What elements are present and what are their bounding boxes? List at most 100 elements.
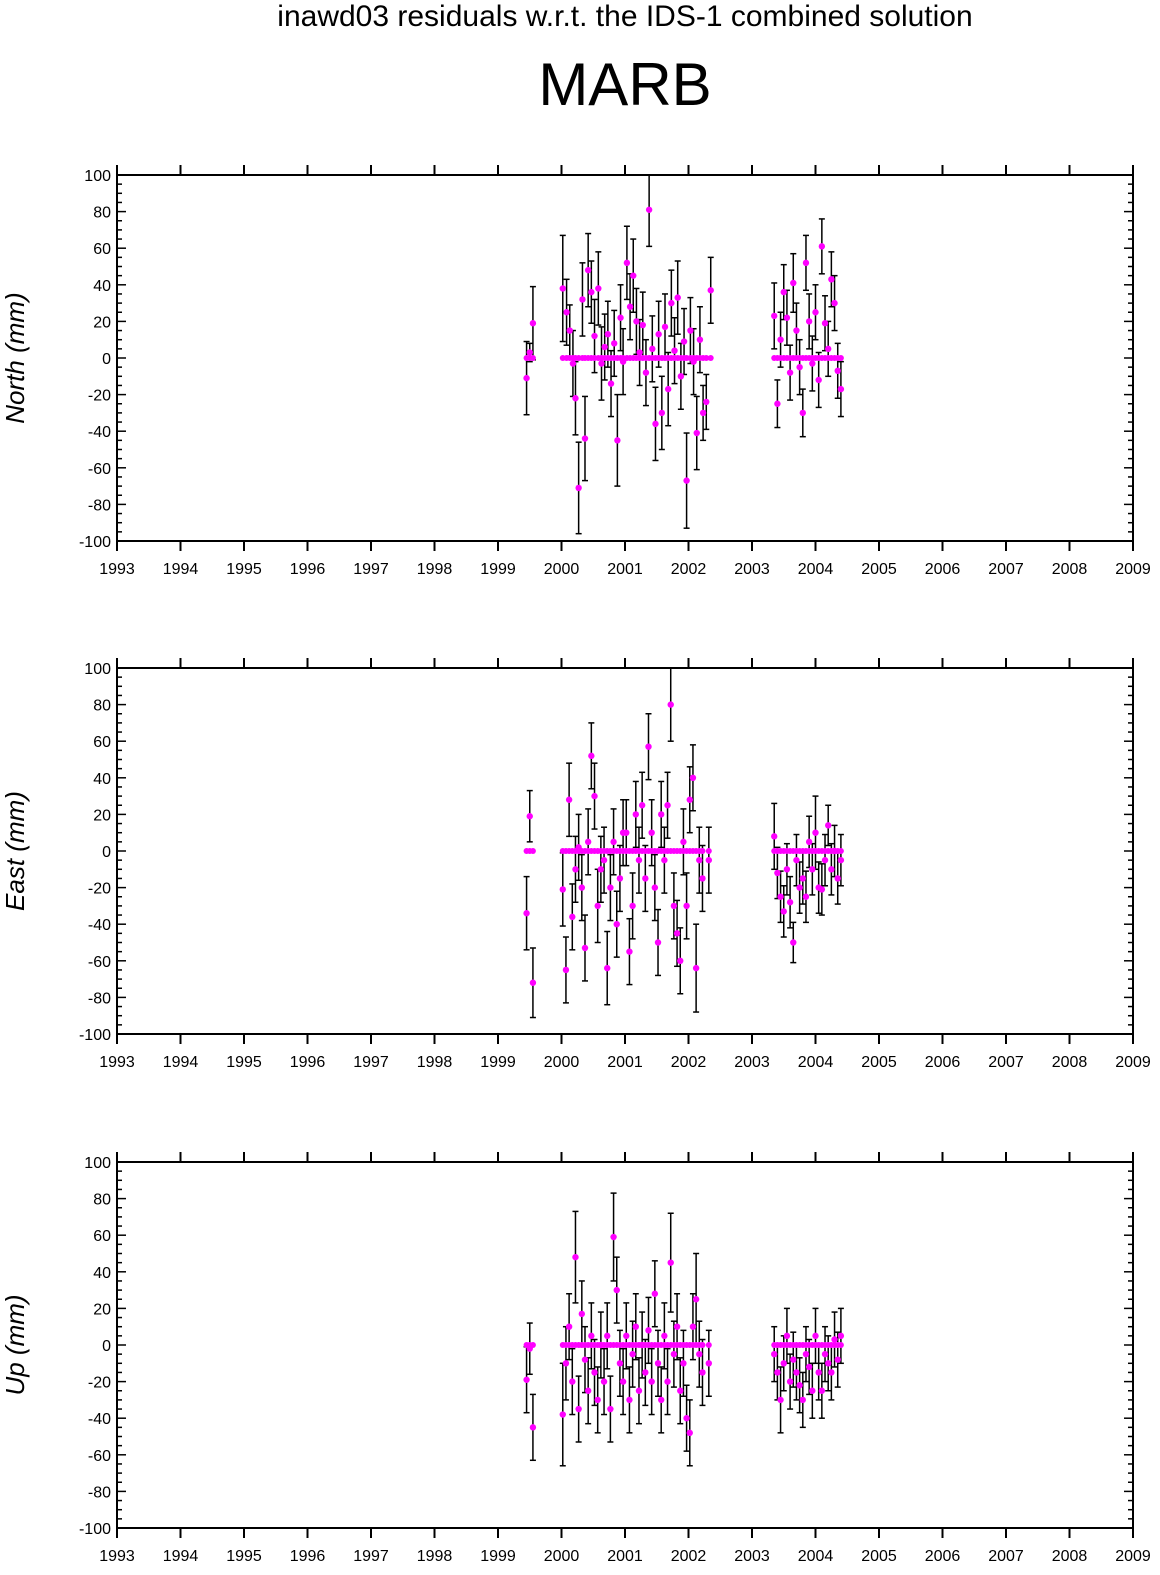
- x-tick-label: 1997: [353, 1548, 389, 1565]
- y-tick-label: -20: [88, 1375, 111, 1392]
- data-point: [569, 360, 577, 367]
- zero-marker: [529, 355, 536, 361]
- data-point: [566, 327, 573, 334]
- data-point: [815, 376, 822, 384]
- data-point: [677, 957, 684, 964]
- x-tick-label: 2009: [1115, 1054, 1151, 1071]
- data-point: [597, 866, 605, 873]
- data-point: [705, 1360, 713, 1367]
- data-point: [821, 1350, 829, 1358]
- x-tick-label: 2008: [1052, 1054, 1088, 1071]
- data-point: [696, 336, 704, 343]
- data-point: [777, 336, 784, 343]
- data-point: [607, 380, 615, 387]
- data-point: [604, 1332, 611, 1340]
- data-point: [559, 886, 566, 893]
- y-tick-label: -60: [88, 954, 111, 971]
- data-point: [783, 1332, 791, 1340]
- data-point: [632, 811, 639, 818]
- data-point: [837, 1332, 845, 1340]
- data-point: [623, 259, 631, 267]
- panel-2: -100 -80 -60 -40 -20 0 20 40 60 80 100 1993 1994 1995…: [0, 658, 1151, 1071]
- x-tick-label: 2002: [671, 561, 707, 578]
- data-point: [828, 1369, 835, 1376]
- x-tick-label: 2004: [798, 1054, 834, 1071]
- data-point: [639, 321, 646, 329]
- data-point: [780, 908, 787, 915]
- y-tick-label: -100: [79, 1521, 111, 1538]
- y-tick-label: 0: [102, 351, 111, 368]
- data-point: [687, 327, 694, 334]
- data-point: [569, 913, 576, 921]
- data-point: [613, 1286, 620, 1294]
- station-name: MARB: [538, 51, 711, 118]
- data-point: [837, 856, 845, 864]
- y-tick-label: 20: [93, 807, 111, 824]
- data-point: [825, 345, 832, 353]
- data-point: [818, 886, 826, 893]
- zero-marker: [707, 355, 714, 361]
- x-tick-label: 2004: [798, 1548, 834, 1565]
- x-tick-label: 2004: [798, 561, 834, 578]
- data-point: [705, 856, 713, 864]
- data-point: [799, 875, 806, 882]
- x-tick-label: 1995: [226, 1548, 262, 1565]
- y-tick-label: 40: [93, 1265, 111, 1282]
- data-point: [523, 374, 530, 382]
- data-point: [526, 349, 533, 356]
- data-point: [578, 884, 586, 891]
- data-point: [805, 1363, 813, 1371]
- data-point: [661, 856, 668, 864]
- y-tick-label: -60: [88, 461, 111, 478]
- x-tick-label: 1994: [163, 1054, 199, 1071]
- zero-marker: [703, 355, 710, 361]
- x-tick-label: 1998: [417, 1548, 453, 1565]
- data-point: [588, 1332, 595, 1340]
- data-point: [777, 893, 784, 900]
- x-tick-label: 1993: [99, 1548, 135, 1565]
- data-point: [680, 1360, 687, 1367]
- data-point: [654, 1360, 662, 1367]
- x-tick-label: 2007: [988, 1054, 1024, 1071]
- data-point: [638, 802, 646, 809]
- data-point: [578, 1310, 586, 1318]
- y-tick-label: 0: [102, 844, 111, 861]
- y-tick-label: -80: [88, 1484, 111, 1501]
- x-tick-label: 1993: [99, 561, 135, 578]
- data-point: [774, 400, 781, 407]
- data-point: [601, 343, 608, 351]
- figure-title: inawd03 residuals w.r.t. the IDS-1 combi…: [277, 0, 972, 33]
- data-point: [651, 884, 659, 891]
- y-tick-label: 100: [84, 661, 111, 678]
- data-point: [815, 1369, 822, 1376]
- data-point: [572, 395, 579, 402]
- data-point: [648, 829, 655, 836]
- data-point: [626, 1396, 633, 1404]
- x-tick-label: 1995: [226, 1054, 262, 1071]
- data-point: [696, 1350, 703, 1358]
- y-tick-label: 60: [93, 734, 111, 751]
- data-point: [604, 964, 611, 972]
- data-point: [692, 1296, 700, 1303]
- data-point: [786, 1378, 794, 1385]
- y-tick-label: 80: [93, 205, 111, 222]
- zero-marker: [837, 355, 844, 361]
- data-point: [619, 358, 627, 365]
- data-point: [818, 1387, 826, 1394]
- data-point: [588, 288, 595, 296]
- data-point: [683, 1415, 690, 1422]
- data-point: [565, 1323, 573, 1330]
- data-point: [661, 323, 669, 331]
- data-point: [630, 272, 637, 279]
- data-layer: [523, 175, 845, 535]
- data-point: [588, 752, 595, 760]
- data-point: [783, 866, 791, 873]
- zero-marker: [699, 848, 706, 854]
- data-point: [793, 856, 800, 864]
- x-tick-label: 2000: [544, 1054, 580, 1071]
- data-point: [693, 429, 700, 437]
- data-point: [703, 398, 710, 406]
- y-tick-label: -100: [79, 1027, 111, 1044]
- data-point: [645, 206, 653, 213]
- x-tick-label: 1999: [480, 1548, 516, 1565]
